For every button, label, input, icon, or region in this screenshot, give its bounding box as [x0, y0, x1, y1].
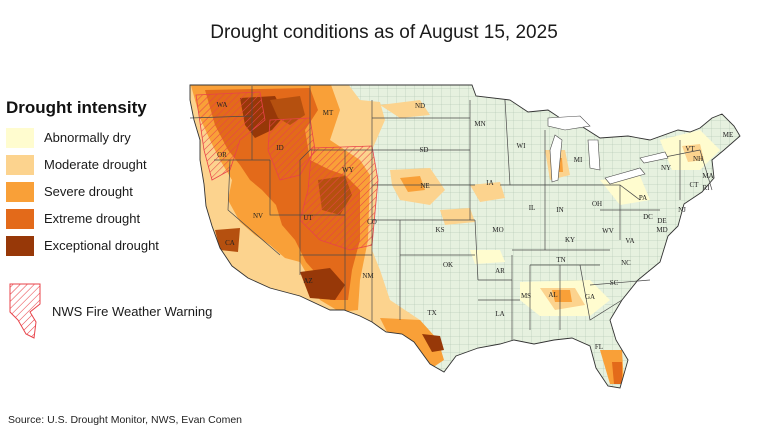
state-label: IL — [529, 204, 536, 212]
state-label: NM — [362, 272, 374, 280]
state-label: ND — [415, 102, 425, 110]
state-labels: WA OR CA NV ID MT WY UT AZ NM CO ND SD N… — [217, 101, 734, 351]
state-label: WV — [602, 227, 614, 235]
legend: Drought intensity Abnormally dry Moderat… — [6, 98, 196, 259]
legend-label: Exceptional drought — [44, 238, 159, 253]
state-label: WY — [342, 166, 354, 174]
state-label: MO — [492, 226, 503, 234]
state-label: MD — [656, 226, 667, 234]
state-label: NC — [621, 259, 631, 267]
state-borders — [189, 84, 741, 389]
legend-item-fire-weather-warning: NWS Fire Weather Warning — [8, 282, 212, 340]
state-label: MA — [702, 172, 713, 180]
state-label: MI — [574, 156, 583, 164]
legend-item-severe-drought: Severe drought — [6, 178, 196, 205]
state-label: IA — [486, 179, 493, 187]
state-label: OK — [443, 261, 453, 269]
state-label: TN — [556, 256, 565, 264]
legend-label: Extreme drought — [44, 211, 141, 226]
legend-swatch — [6, 127, 34, 148]
state-label: KY — [565, 236, 575, 244]
state-label: CA — [225, 239, 235, 247]
state-label: UT — [303, 214, 313, 222]
legend-item-moderate-drought: Moderate drought — [6, 151, 196, 178]
drought-areas — [190, 85, 720, 384]
state-label: SD — [420, 146, 429, 154]
state-label: RI — [703, 184, 711, 192]
state-label: NY — [661, 164, 671, 172]
state-label: FL — [595, 343, 603, 351]
legend-label: Abnormally dry — [44, 130, 131, 145]
state-label: OH — [592, 200, 602, 208]
state-label: TX — [427, 309, 436, 317]
state-label: CT — [690, 181, 700, 189]
state-label: MS — [521, 292, 531, 300]
state-label: WI — [517, 142, 527, 150]
state-label: AZ — [303, 277, 312, 285]
legend-swatch — [6, 235, 34, 256]
state-label: MT — [323, 109, 334, 117]
legend-swatch — [6, 181, 34, 202]
fire-warning-swatch — [9, 283, 41, 339]
state-label: NJ — [678, 206, 686, 214]
source-note: Source: U.S. Drought Monitor, NWS, Evan … — [8, 414, 243, 426]
state-label: AR — [495, 267, 505, 275]
legend-item-exceptional-drought: Exceptional drought — [6, 232, 196, 259]
state-label: VA — [625, 237, 634, 245]
legend-item-abnormally-dry: Abnormally dry — [6, 124, 196, 151]
state-label: SC — [610, 279, 619, 287]
state-label: ID — [276, 144, 283, 152]
state-label: IN — [556, 206, 563, 214]
state-label: NE — [420, 182, 429, 190]
state-label: OR — [217, 151, 227, 159]
state-label: LA — [495, 310, 504, 318]
legend-label: Moderate drought — [44, 157, 147, 172]
great-lakes — [547, 115, 669, 185]
state-label: VT — [685, 145, 695, 153]
state-label: DE — [657, 217, 666, 225]
legend-label: Severe drought — [44, 184, 133, 199]
legend-swatch — [6, 154, 34, 175]
fire-warning-label: NWS Fire Weather Warning — [52, 303, 213, 319]
state-label: MN — [474, 120, 485, 128]
state-label: KS — [436, 226, 445, 234]
state-label: GA — [585, 293, 595, 301]
state-label: CO — [367, 218, 377, 226]
legend-item-extreme-drought: Extreme drought — [6, 205, 196, 232]
state-label: NH — [693, 155, 703, 163]
state-label: WA — [217, 101, 228, 109]
state-label: PA — [639, 194, 647, 202]
state-label: NV — [253, 212, 263, 220]
map-title: Drought conditions as of August 15, 2025 — [210, 22, 558, 43]
state-label: ME — [723, 131, 734, 139]
legend-swatch — [6, 208, 34, 229]
state-label: AL — [548, 291, 557, 299]
legend-heading: Drought intensity — [6, 98, 147, 117]
state-label: DC — [643, 213, 653, 221]
